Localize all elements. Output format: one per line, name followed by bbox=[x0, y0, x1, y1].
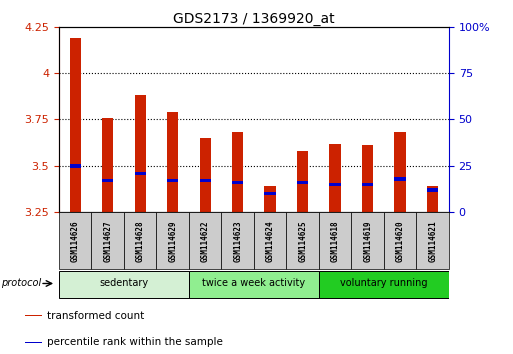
FancyBboxPatch shape bbox=[319, 212, 351, 269]
Bar bbox=[265, 186, 276, 212]
Bar bbox=[362, 183, 373, 186]
Title: GDS2173 / 1369920_at: GDS2173 / 1369920_at bbox=[173, 12, 335, 25]
FancyBboxPatch shape bbox=[384, 212, 417, 269]
Bar bbox=[70, 164, 81, 167]
Text: voluntary running: voluntary running bbox=[340, 279, 428, 289]
Text: GSM114624: GSM114624 bbox=[266, 220, 274, 262]
Bar bbox=[200, 179, 211, 182]
Bar bbox=[232, 181, 243, 184]
Text: GSM114619: GSM114619 bbox=[363, 220, 372, 262]
Bar bbox=[134, 172, 146, 175]
Bar bbox=[102, 118, 113, 212]
Text: GSM114629: GSM114629 bbox=[168, 220, 177, 262]
Text: GSM114622: GSM114622 bbox=[201, 220, 210, 262]
FancyBboxPatch shape bbox=[189, 212, 222, 269]
Text: percentile rank within the sample: percentile rank within the sample bbox=[47, 337, 223, 347]
Text: GSM114623: GSM114623 bbox=[233, 220, 242, 262]
FancyBboxPatch shape bbox=[351, 212, 384, 269]
FancyBboxPatch shape bbox=[254, 212, 286, 269]
FancyBboxPatch shape bbox=[189, 270, 319, 298]
Text: GSM114628: GSM114628 bbox=[136, 220, 145, 262]
Bar bbox=[362, 145, 373, 212]
FancyBboxPatch shape bbox=[91, 212, 124, 269]
FancyBboxPatch shape bbox=[59, 212, 91, 269]
Bar bbox=[427, 186, 438, 212]
Text: GSM114625: GSM114625 bbox=[298, 220, 307, 262]
Bar bbox=[265, 192, 276, 195]
Bar bbox=[167, 112, 179, 212]
Bar bbox=[394, 177, 406, 181]
Text: GSM114626: GSM114626 bbox=[71, 220, 80, 262]
Text: GSM114620: GSM114620 bbox=[396, 220, 405, 262]
FancyBboxPatch shape bbox=[319, 270, 449, 298]
Bar bbox=[232, 132, 243, 212]
Text: GSM114618: GSM114618 bbox=[331, 220, 340, 262]
Bar bbox=[297, 181, 308, 184]
Bar bbox=[25, 342, 43, 343]
Bar bbox=[167, 179, 179, 182]
FancyBboxPatch shape bbox=[222, 212, 254, 269]
Text: GSM114627: GSM114627 bbox=[103, 220, 112, 262]
Bar bbox=[200, 138, 211, 212]
FancyBboxPatch shape bbox=[286, 212, 319, 269]
Bar bbox=[329, 144, 341, 212]
Bar bbox=[297, 151, 308, 212]
Text: GSM114621: GSM114621 bbox=[428, 220, 437, 262]
FancyBboxPatch shape bbox=[156, 212, 189, 269]
Text: transformed count: transformed count bbox=[47, 311, 145, 321]
FancyBboxPatch shape bbox=[59, 270, 189, 298]
Bar bbox=[329, 183, 341, 186]
Bar bbox=[394, 132, 406, 212]
Bar bbox=[134, 95, 146, 212]
Text: twice a week activity: twice a week activity bbox=[202, 279, 306, 289]
Bar bbox=[70, 38, 81, 212]
Bar bbox=[25, 315, 43, 316]
FancyBboxPatch shape bbox=[417, 212, 449, 269]
FancyBboxPatch shape bbox=[124, 212, 156, 269]
Text: protocol: protocol bbox=[1, 278, 42, 287]
Text: sedentary: sedentary bbox=[100, 279, 149, 289]
Bar bbox=[427, 188, 438, 192]
Bar bbox=[102, 179, 113, 182]
